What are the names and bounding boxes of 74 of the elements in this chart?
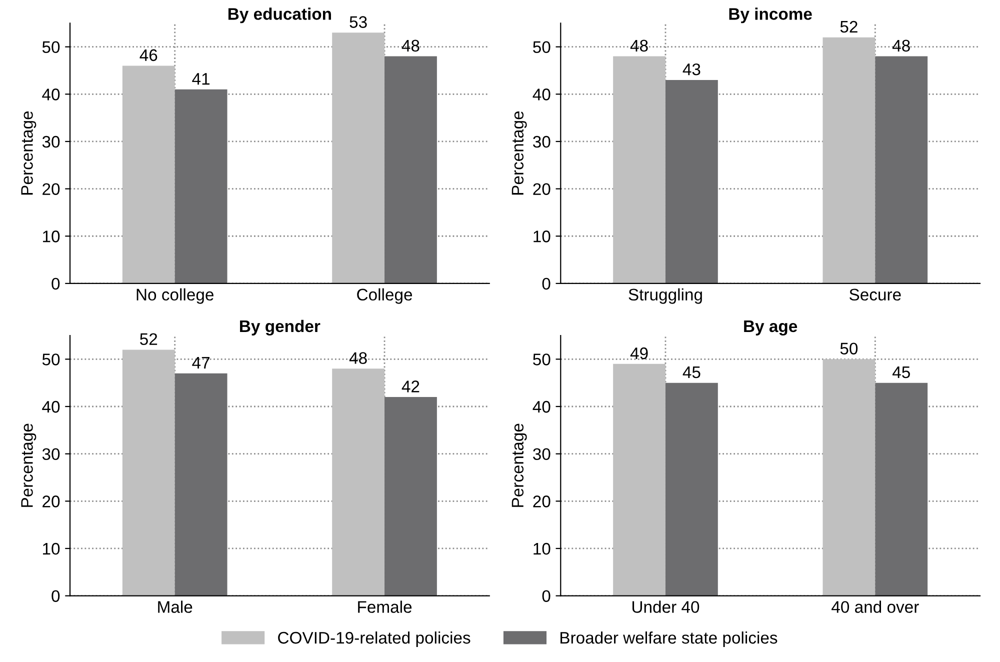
bar [122,66,175,284]
legend-label: COVID-19-related policies [278,631,470,647]
data-label: 45 [682,366,700,378]
y-tick-label: 40 [532,88,550,100]
x-tick-label: College [357,288,412,304]
chart-title: By income [729,8,812,24]
x-tick-label: 40 and over [832,600,919,613]
bar [613,364,666,596]
x-tick-label: Female [358,600,412,613]
legend-label: Broader welfare state policies [560,631,778,647]
y-axis-title: Percentage [512,111,527,195]
y-tick-label: 50 [42,41,60,54]
y-tick-label: 10 [534,230,550,242]
y-axis-title: Percentage [21,424,36,507]
data-label: 50 [840,342,858,354]
data-label: 49 [630,347,648,360]
y-tick-label: 20 [533,496,550,508]
chart-title: By gender [240,320,320,336]
data-label: 53 [350,16,367,28]
y-tick-label: 40 [42,400,60,413]
x-tick-label: Secure [850,288,901,301]
chart-title: By age [744,320,798,336]
bar [332,32,385,284]
y-tick-label: 30 [42,136,60,148]
y-tick-label: 20 [42,496,60,508]
data-label: 42 [402,380,420,392]
y-tick-label: 0 [52,590,60,602]
data-label: 48 [402,40,420,52]
y-tick-label: 30 [42,448,60,460]
bar [665,382,718,596]
data-label: 46 [140,49,158,62]
y-tick-label: 50 [533,354,550,366]
y-tick-label: 40 [42,88,60,100]
data-label: 48 [892,40,910,52]
bar [174,373,228,596]
data-label: 43 [682,63,700,76]
bar [822,359,876,596]
bar [384,56,437,284]
bar [875,56,928,284]
x-tick-label: Struggling [628,288,702,304]
y-tick-label: 0 [542,278,550,290]
chart-title: By education [228,8,331,24]
y-tick-label: 0 [542,590,550,602]
y-axis-title: Percentage [21,111,36,195]
bar [613,56,666,284]
y-tick-label: 0 [52,278,60,290]
data-label: 48 [630,40,648,52]
data-label: 47 [192,357,210,369]
data-label: 45 [892,366,910,378]
y-tick-label: 20 [533,183,550,196]
data-label: 52 [140,333,158,346]
x-tick-label: Under 40 [632,600,700,613]
y-tick-label: 10 [534,542,550,555]
y-tick-label: 40 [532,400,550,413]
x-tick-label: No college [136,288,214,304]
y-tick-label: 50 [42,354,60,366]
bar [332,368,385,596]
y-tick-label: 10 [43,230,60,242]
y-tick-label: 10 [43,542,60,555]
bar [665,80,718,284]
data-label: 48 [349,352,367,364]
bar [122,350,175,596]
y-tick-label: 20 [42,183,60,196]
bar [384,397,437,596]
x-tick-label: Male [158,600,192,613]
y-axis-title: Percentage [512,424,527,507]
y-tick-label: 30 [533,448,550,460]
bar [875,382,928,596]
bar [174,89,228,284]
data-label: 41 [192,73,210,85]
data-label: 52 [840,20,858,33]
y-tick-label: 30 [533,136,550,148]
y-tick-label: 50 [533,41,550,54]
bar [822,37,876,284]
